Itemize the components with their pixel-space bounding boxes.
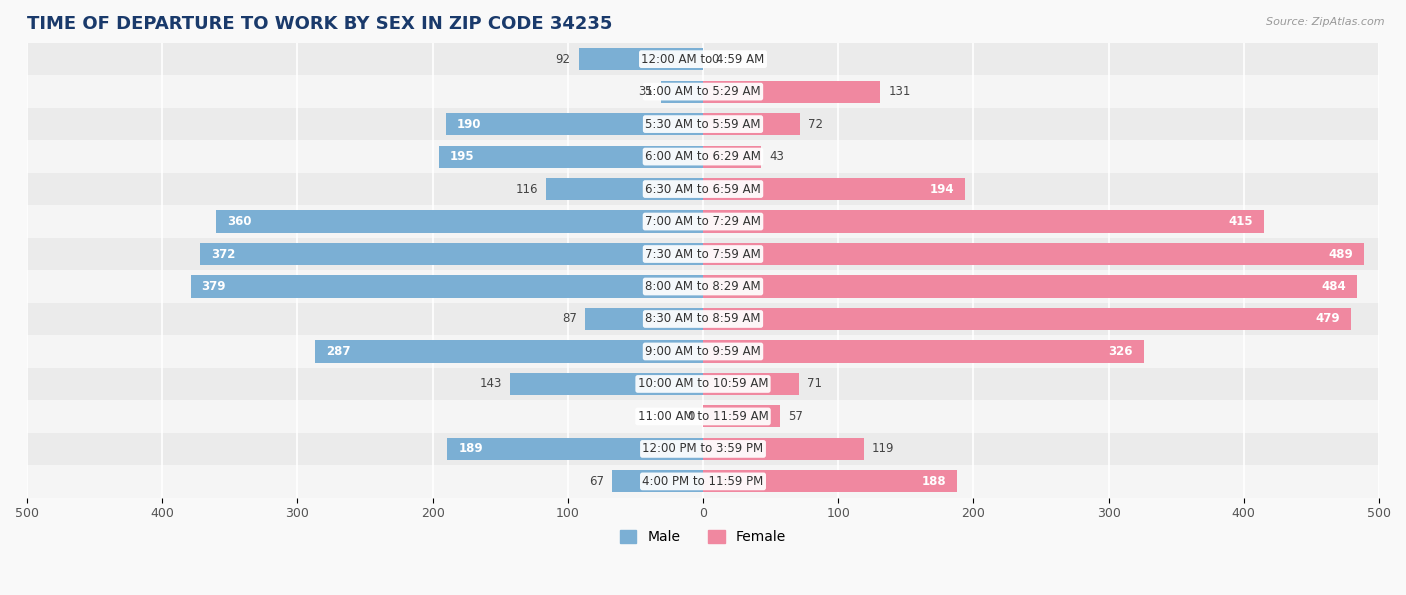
Bar xyxy=(27,76,1379,108)
Bar xyxy=(703,340,1143,362)
Bar xyxy=(703,113,800,135)
Bar xyxy=(703,146,761,168)
Text: 116: 116 xyxy=(516,183,538,196)
Bar xyxy=(439,146,703,168)
Bar xyxy=(703,471,957,493)
Text: 12:00 AM to 4:59 AM: 12:00 AM to 4:59 AM xyxy=(641,52,765,65)
Text: 43: 43 xyxy=(769,150,785,163)
Bar xyxy=(191,275,703,298)
Text: 489: 489 xyxy=(1329,248,1354,261)
Text: TIME OF DEPARTURE TO WORK BY SEX IN ZIP CODE 34235: TIME OF DEPARTURE TO WORK BY SEX IN ZIP … xyxy=(27,15,613,33)
Text: 7:00 AM to 7:29 AM: 7:00 AM to 7:29 AM xyxy=(645,215,761,228)
Legend: Male, Female: Male, Female xyxy=(614,525,792,550)
Bar xyxy=(703,211,1264,233)
Text: 131: 131 xyxy=(889,85,911,98)
Bar xyxy=(585,308,703,330)
Bar xyxy=(703,308,1351,330)
Text: 415: 415 xyxy=(1229,215,1253,228)
Text: 0: 0 xyxy=(711,52,718,65)
Text: 6:00 AM to 6:29 AM: 6:00 AM to 6:29 AM xyxy=(645,150,761,163)
Text: 87: 87 xyxy=(562,312,578,325)
Text: 12:00 PM to 3:59 PM: 12:00 PM to 3:59 PM xyxy=(643,443,763,455)
Text: 326: 326 xyxy=(1108,345,1133,358)
Bar xyxy=(27,335,1379,368)
Text: 372: 372 xyxy=(211,248,235,261)
Text: 479: 479 xyxy=(1315,312,1340,325)
Bar xyxy=(27,433,1379,465)
Bar xyxy=(27,108,1379,140)
Bar xyxy=(200,243,703,265)
Text: 287: 287 xyxy=(326,345,350,358)
Bar xyxy=(27,205,1379,238)
Bar xyxy=(217,211,703,233)
Text: 188: 188 xyxy=(922,475,946,488)
Bar xyxy=(703,243,1364,265)
Bar xyxy=(27,140,1379,173)
Bar xyxy=(703,178,966,200)
Bar xyxy=(315,340,703,362)
Text: 10:00 AM to 10:59 AM: 10:00 AM to 10:59 AM xyxy=(638,377,768,390)
Text: 31: 31 xyxy=(638,85,652,98)
Bar xyxy=(27,173,1379,205)
Bar xyxy=(446,113,703,135)
Text: 57: 57 xyxy=(789,410,803,423)
Text: 7:30 AM to 7:59 AM: 7:30 AM to 7:59 AM xyxy=(645,248,761,261)
Bar xyxy=(661,80,703,103)
Bar xyxy=(27,238,1379,270)
Bar xyxy=(27,303,1379,335)
Bar xyxy=(27,43,1379,76)
Text: 194: 194 xyxy=(929,183,955,196)
Bar xyxy=(703,275,1357,298)
Text: 72: 72 xyxy=(808,118,824,130)
Text: 119: 119 xyxy=(872,443,894,455)
Text: 6:30 AM to 6:59 AM: 6:30 AM to 6:59 AM xyxy=(645,183,761,196)
Text: 189: 189 xyxy=(458,443,482,455)
Text: 11:00 AM to 11:59 AM: 11:00 AM to 11:59 AM xyxy=(638,410,768,423)
Text: 5:00 AM to 5:29 AM: 5:00 AM to 5:29 AM xyxy=(645,85,761,98)
Bar xyxy=(703,438,863,460)
Text: 4:00 PM to 11:59 PM: 4:00 PM to 11:59 PM xyxy=(643,475,763,488)
Text: 379: 379 xyxy=(201,280,226,293)
Bar xyxy=(613,471,703,493)
Text: 8:30 AM to 8:59 AM: 8:30 AM to 8:59 AM xyxy=(645,312,761,325)
Text: 71: 71 xyxy=(807,377,823,390)
Text: 9:00 AM to 9:59 AM: 9:00 AM to 9:59 AM xyxy=(645,345,761,358)
Bar xyxy=(27,270,1379,303)
Bar xyxy=(509,373,703,395)
Text: 143: 143 xyxy=(479,377,502,390)
Bar xyxy=(27,400,1379,433)
Bar xyxy=(703,405,780,427)
Text: 5:30 AM to 5:59 AM: 5:30 AM to 5:59 AM xyxy=(645,118,761,130)
Text: 92: 92 xyxy=(555,52,571,65)
Bar xyxy=(447,438,703,460)
Text: 360: 360 xyxy=(228,215,252,228)
Bar xyxy=(579,48,703,70)
Text: 8:00 AM to 8:29 AM: 8:00 AM to 8:29 AM xyxy=(645,280,761,293)
Text: 190: 190 xyxy=(457,118,481,130)
Text: Source: ZipAtlas.com: Source: ZipAtlas.com xyxy=(1267,17,1385,27)
Bar xyxy=(546,178,703,200)
Text: 195: 195 xyxy=(450,150,475,163)
Text: 484: 484 xyxy=(1322,280,1347,293)
Bar xyxy=(703,80,880,103)
Bar xyxy=(703,373,799,395)
Text: 67: 67 xyxy=(589,475,605,488)
Text: 0: 0 xyxy=(688,410,695,423)
Bar xyxy=(27,465,1379,497)
Bar xyxy=(27,368,1379,400)
